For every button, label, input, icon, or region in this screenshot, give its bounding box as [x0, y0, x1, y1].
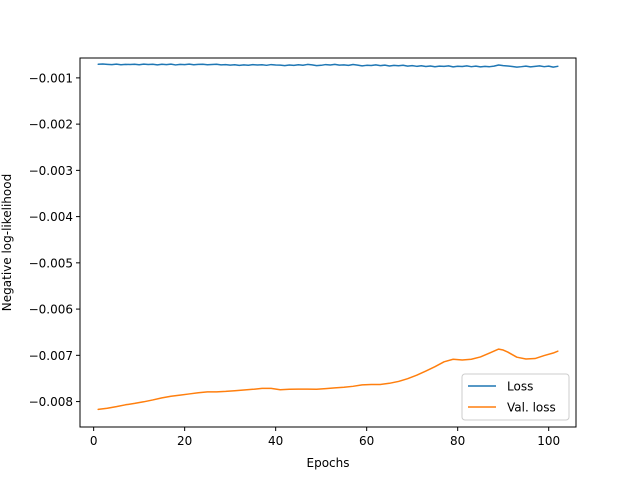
- y-tick-label: −0.001: [29, 71, 73, 85]
- x-axis: 0 20 40 60 80 100: [90, 427, 560, 448]
- y-tick-label: −0.006: [29, 303, 73, 317]
- x-tick-label: 100: [537, 434, 560, 448]
- plot-series: [97, 63, 559, 411]
- x-tick-label: 20: [177, 434, 192, 448]
- y-tick-label: −0.002: [29, 118, 73, 132]
- x-tick-label: 0: [90, 434, 98, 448]
- y-tick-label: −0.008: [29, 395, 73, 409]
- series-line-loss: [97, 63, 559, 68]
- y-axis-label: Negative log-likelihood: [0, 174, 14, 311]
- plot-frame: [79, 57, 577, 428]
- x-tick-label: 60: [359, 434, 374, 448]
- y-tick-label: −0.003: [29, 164, 73, 178]
- y-tick-label: −0.004: [29, 210, 73, 224]
- x-tick-label: 80: [450, 434, 465, 448]
- x-axis-label: Epochs: [307, 456, 350, 470]
- y-tick-label: −0.005: [29, 256, 73, 270]
- y-tick-label: −0.007: [29, 349, 73, 363]
- legend-label: Loss: [507, 380, 533, 394]
- y-axis: −0.001 −0.002 −0.003 −0.004 −0.005 −0.006 −0.0…: [29, 71, 80, 409]
- legend: Loss Val. loss: [461, 373, 570, 421]
- series-line-val-loss: [97, 348, 559, 411]
- legend-label: Val. loss: [507, 401, 556, 415]
- x-tick-label: 40: [268, 434, 283, 448]
